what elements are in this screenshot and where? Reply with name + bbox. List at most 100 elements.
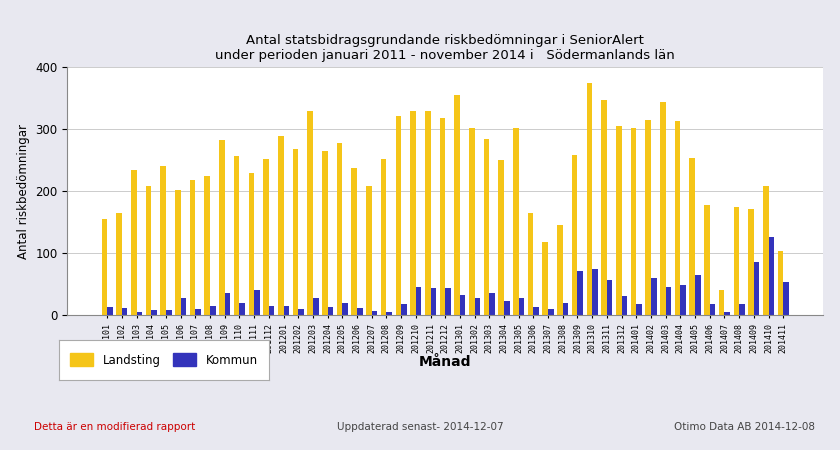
Bar [528, 213, 533, 315]
Bar [131, 170, 137, 315]
Bar [292, 149, 298, 315]
Bar [357, 308, 363, 315]
Bar [445, 288, 451, 315]
Bar [748, 209, 753, 315]
Bar [175, 190, 181, 315]
Bar [724, 312, 730, 315]
Bar [372, 310, 377, 315]
Bar [322, 151, 328, 315]
Bar [298, 309, 304, 315]
Bar [366, 186, 372, 315]
Bar [410, 111, 416, 315]
Bar [284, 306, 289, 315]
Bar [543, 242, 548, 315]
Bar [204, 176, 210, 315]
Bar [518, 298, 524, 315]
Bar [454, 95, 459, 315]
Bar [533, 307, 539, 315]
Bar [645, 120, 651, 315]
Bar [102, 219, 108, 315]
Bar [234, 156, 239, 315]
Bar [116, 213, 122, 315]
Bar [622, 297, 627, 315]
Bar [719, 290, 724, 315]
Bar [328, 307, 333, 315]
Bar [219, 140, 225, 315]
Bar [498, 160, 504, 315]
X-axis label: Månad: Månad [419, 356, 471, 369]
Bar [548, 309, 554, 315]
Bar [586, 83, 592, 315]
Bar [710, 304, 716, 315]
Bar [680, 285, 686, 315]
Bar [145, 186, 151, 315]
Legend: Landsting, Kommun: Landsting, Kommun [65, 349, 263, 371]
Bar [665, 287, 671, 315]
Bar [249, 173, 255, 315]
Bar [190, 180, 196, 315]
Bar [269, 306, 275, 315]
Bar [313, 298, 318, 315]
Bar [307, 111, 313, 315]
Bar [572, 155, 577, 315]
Bar [396, 116, 402, 315]
Bar [137, 312, 142, 315]
Bar [425, 111, 431, 315]
Bar [343, 302, 348, 315]
Bar [402, 305, 407, 315]
Bar [557, 225, 563, 315]
Bar [160, 166, 166, 315]
Bar [763, 186, 769, 315]
Bar [439, 118, 445, 315]
Y-axis label: Antal riskbedömningar: Antal riskbedömningar [17, 124, 29, 259]
Bar [660, 102, 665, 315]
Bar [255, 290, 260, 315]
Bar [513, 127, 518, 315]
Bar [563, 303, 569, 315]
Bar [753, 262, 759, 315]
Bar [690, 158, 695, 315]
Bar [431, 288, 436, 315]
Bar [196, 309, 201, 315]
Bar [475, 298, 480, 315]
Bar [769, 237, 774, 315]
Bar [651, 279, 657, 315]
Bar [278, 135, 284, 315]
Bar [695, 275, 701, 315]
Bar [181, 298, 186, 315]
Bar [631, 127, 636, 315]
Bar [577, 271, 583, 315]
Bar [459, 295, 465, 315]
Bar [504, 302, 510, 315]
Bar [166, 310, 171, 315]
Bar [386, 312, 392, 315]
Bar [151, 310, 157, 315]
Bar [739, 304, 745, 315]
Bar [778, 251, 783, 315]
Bar [122, 308, 128, 315]
Bar [704, 205, 710, 315]
Bar [225, 293, 230, 315]
Bar [210, 306, 216, 315]
Bar [351, 168, 357, 315]
Bar [416, 287, 422, 315]
Bar [469, 127, 475, 315]
Bar [733, 207, 739, 315]
Text: Otimo Data AB 2014-12-08: Otimo Data AB 2014-12-08 [674, 422, 815, 432]
Title: Antal statsbidragsgrundande riskbedömningar i SeniorAlert
under perioden januari: Antal statsbidragsgrundande riskbedömnin… [215, 34, 675, 62]
Bar [636, 304, 642, 315]
Bar [484, 139, 489, 315]
Bar [381, 159, 386, 315]
Bar [606, 280, 612, 315]
Bar [675, 122, 680, 315]
Bar [616, 126, 622, 315]
Bar [337, 143, 343, 315]
Bar [489, 293, 495, 315]
Bar [783, 282, 789, 315]
Bar [601, 99, 606, 315]
Bar [263, 159, 269, 315]
Bar [592, 269, 598, 315]
Text: Detta är en modifierad rapport: Detta är en modifierad rapport [34, 422, 195, 432]
Bar [239, 303, 245, 315]
Text: Uppdaterad senast- 2014-12-07: Uppdaterad senast- 2014-12-07 [337, 422, 503, 432]
